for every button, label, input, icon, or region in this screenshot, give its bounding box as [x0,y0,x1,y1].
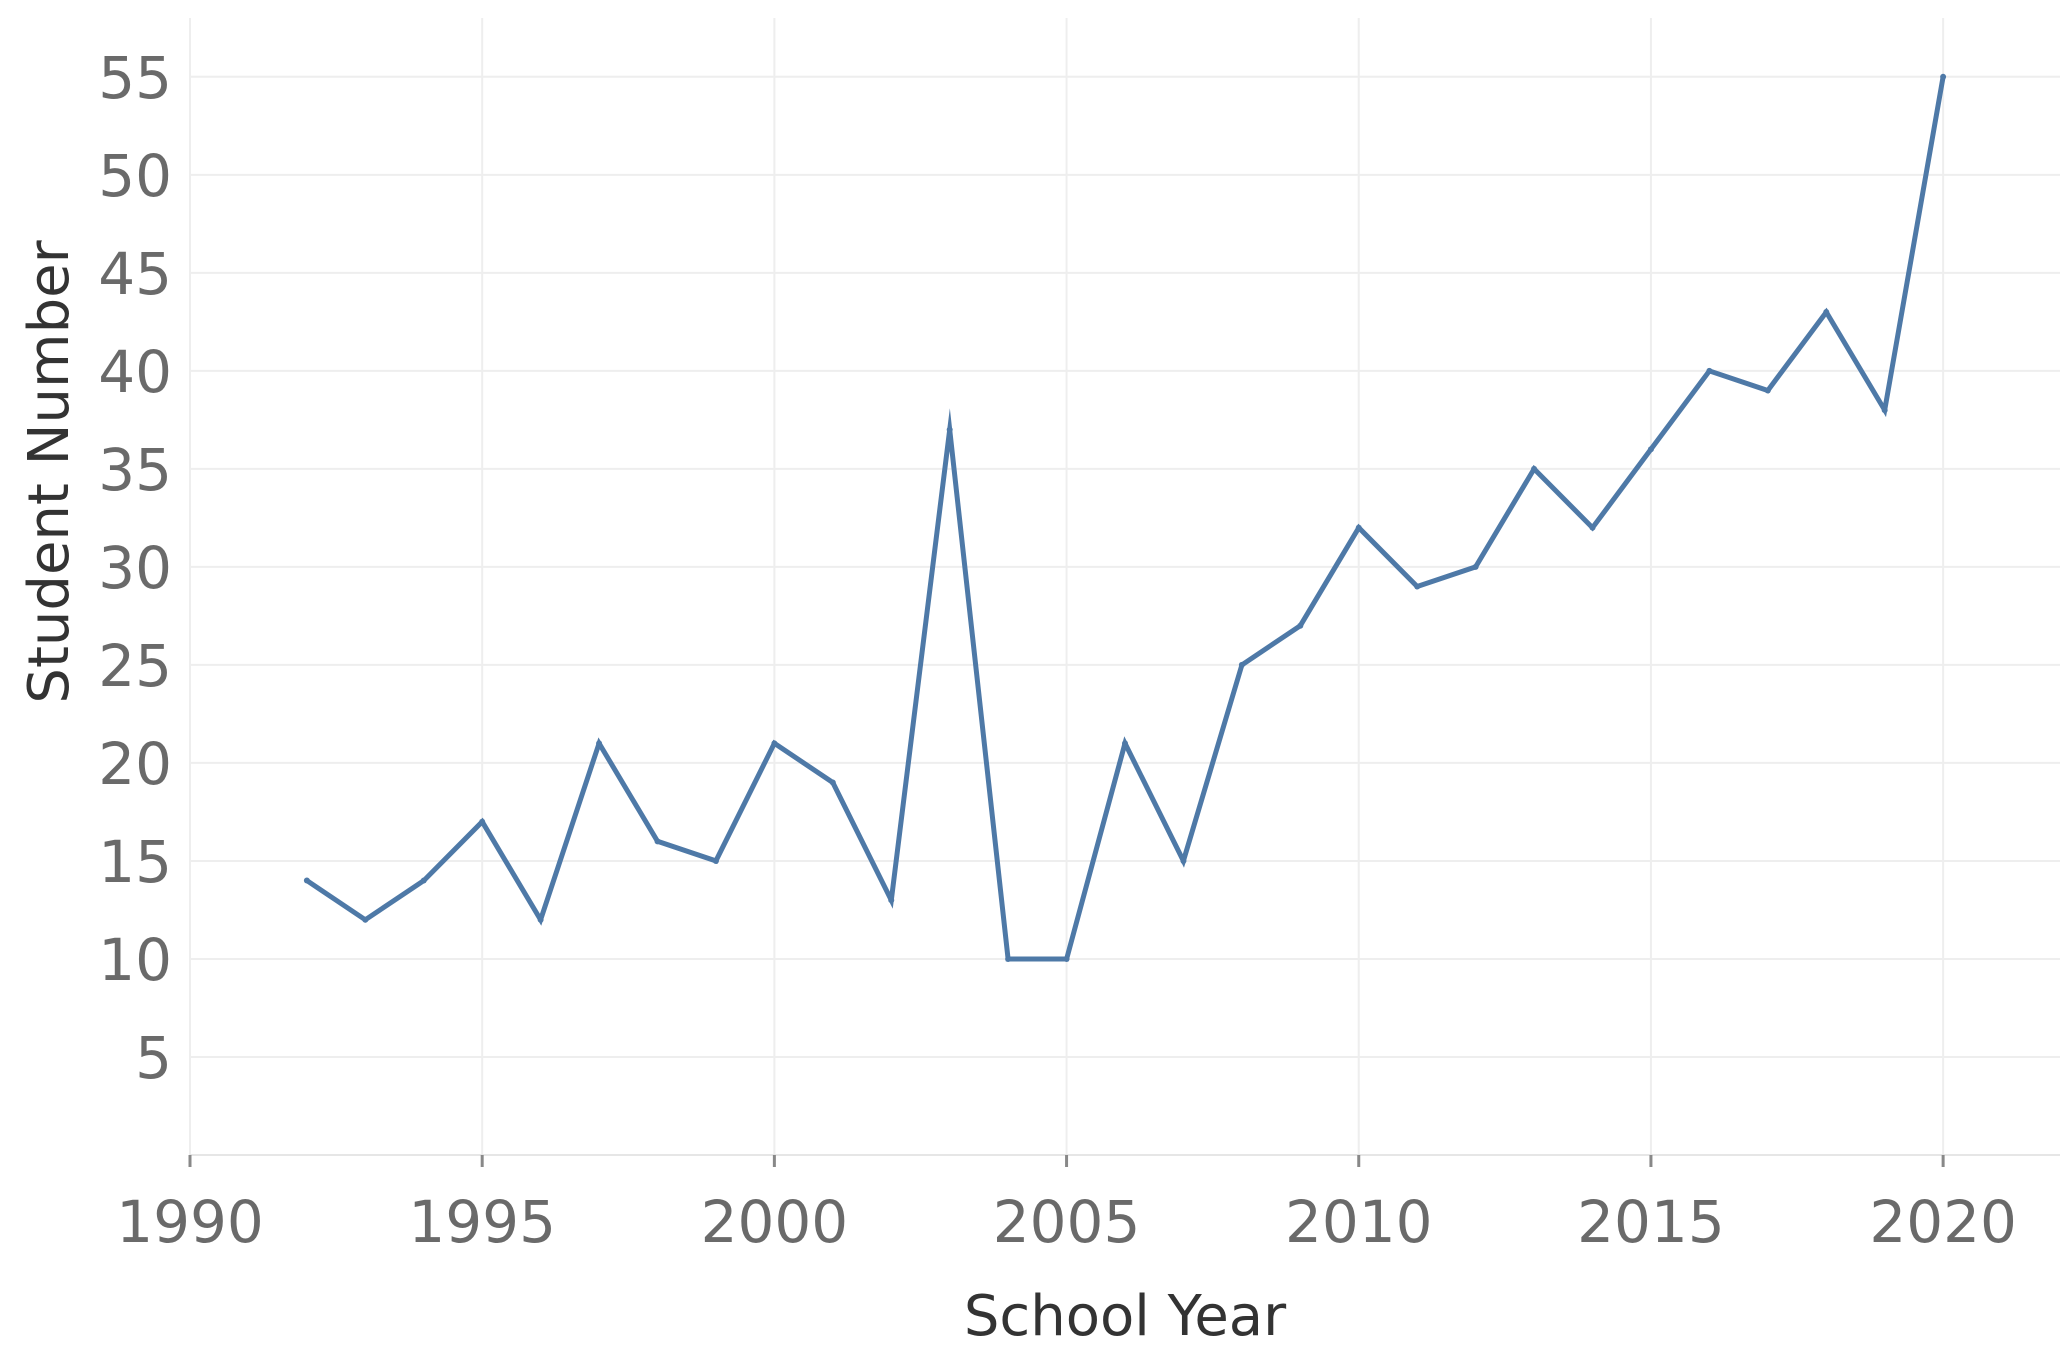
data-point [1355,524,1362,531]
data-point [1122,740,1128,747]
data-point [1823,309,1830,316]
data-point [1238,661,1245,668]
y-tick-label: 30 [98,534,172,602]
y-tick-label: 45 [98,240,172,308]
data-point [1706,367,1713,374]
data-point [1414,583,1421,590]
series-layer [303,73,1947,962]
x-tick-label: 1990 [116,1188,264,1256]
y-tick-label: 55 [98,44,172,112]
y-tick-label: 35 [98,436,172,504]
x-tick-label: 2020 [1869,1188,2017,1256]
y-tick-label: 5 [135,1024,172,1092]
data-point [771,740,778,747]
x-gridlines [189,18,1945,1155]
data-point [1180,857,1187,864]
data-point [1472,563,1479,570]
data-point [829,779,836,786]
data-point [420,877,427,884]
data-point [946,426,953,433]
data-point [654,838,661,845]
data-point [303,877,310,884]
y-tick-label: 10 [98,926,172,994]
y-gridlines [190,75,2060,1058]
y-tick-label: 20 [98,730,172,798]
y-tick-label: 40 [98,338,172,406]
data-point [888,897,895,904]
x-tick-label: 1995 [408,1188,556,1256]
x-tick-label: 2005 [993,1188,1141,1256]
y-axis-ticks: 5 10 15 20 25 30 35 40 45 50 55 [98,44,172,1092]
y-axis-title: Student Number [17,239,82,703]
data-point [712,857,719,864]
data-point [362,916,369,923]
y-tick-label: 15 [98,828,172,896]
data-point [479,818,486,825]
y-tick-label: 25 [98,632,172,700]
x-tick-label: 2010 [1285,1188,1433,1256]
series-line [304,74,1946,962]
data-point [1005,955,1012,962]
data-point [1940,73,1947,80]
y-tick-label: 50 [98,142,172,210]
data-point [1063,955,1070,962]
data-point [537,916,544,923]
data-point [1881,407,1888,414]
data-point [1647,446,1654,453]
data-point [596,740,603,747]
data-point [1764,387,1771,394]
x-tick-label: 2000 [701,1188,849,1256]
x-axis-ticks: 1990 1995 2000 2005 2010 2015 2020 [116,1155,2017,1256]
x-axis-title: School Year [964,1284,1287,1349]
data-point [1531,465,1538,472]
data-point [1297,622,1304,629]
x-tick-label: 2015 [1577,1188,1725,1256]
data-point [1589,524,1596,531]
